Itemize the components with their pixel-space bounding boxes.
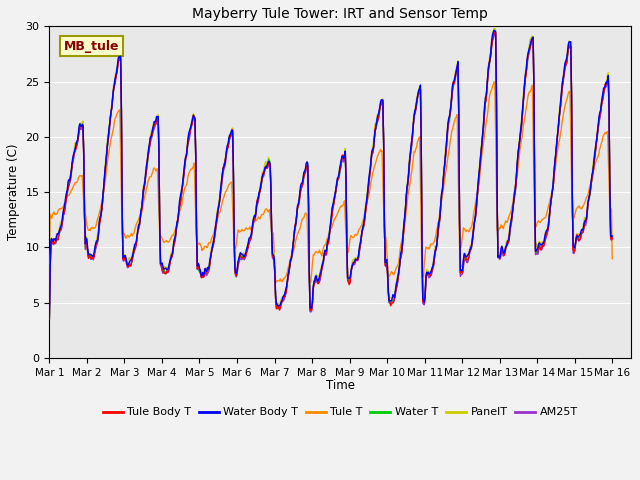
Y-axis label: Temperature (C): Temperature (C) [7, 144, 20, 240]
X-axis label: Time: Time [326, 379, 355, 392]
Legend: Tule Body T, Water Body T, Tule T, Water T, PanelT, AM25T: Tule Body T, Water Body T, Tule T, Water… [98, 403, 582, 422]
Text: MB_tule: MB_tule [64, 39, 120, 52]
Title: Mayberry Tule Tower: IRT and Sensor Temp: Mayberry Tule Tower: IRT and Sensor Temp [192, 7, 488, 21]
